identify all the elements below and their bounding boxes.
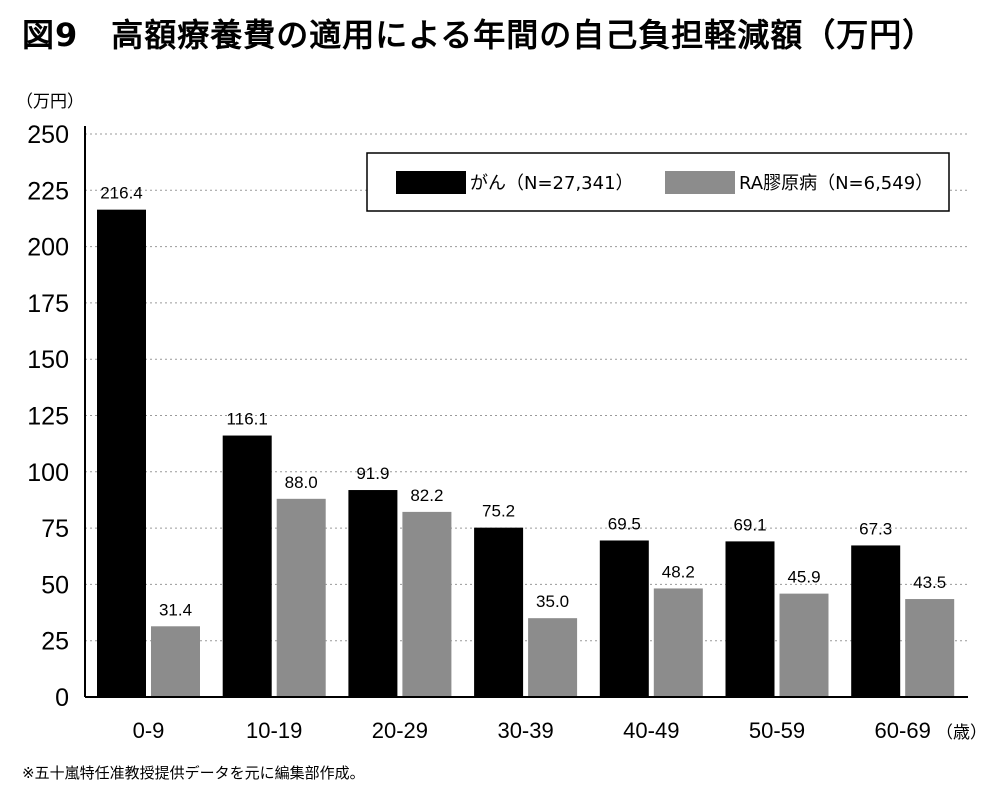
bars [97,209,955,697]
y-tick-label: 200 [27,234,69,262]
y-tick-labels: 0 25 50 75 100 125 150 175 200 225 250 [27,121,69,712]
bar-ra-60-69 [905,599,955,697]
value-label: 48.2 [662,562,695,581]
x-tick-label: 10-19 [246,718,302,743]
chart-title: 図9 高額療養費の適用による年間の自己負担軽減額（万円） [22,16,936,54]
value-label: 67.3 [859,519,892,538]
y-tick-label: 50 [41,571,69,599]
x-axis-unit-label: （歳） [936,723,987,743]
x-tick-label: 0-9 [133,718,165,743]
value-label: 35.0 [536,592,569,611]
x-tick-label: 40-49 [623,718,679,743]
value-label: 116.1 [227,410,268,429]
value-label: 69.1 [733,515,766,534]
axes [84,126,968,698]
bar-cancer-10-19 [222,435,272,697]
bar-ra-30-39 [528,618,578,697]
value-label: 216.4 [100,184,143,203]
bar-ra-0-9 [151,626,200,697]
y-tick-label: 25 [41,628,69,656]
bar-chart: 216.4 31.4 116.1 88.0 91.9 82.2 75.2 35.0 69.5 48… [16,92,987,743]
bar-cancer-0-9 [97,209,146,697]
y-tick-label: 225 [27,177,69,205]
legend-swatch-ra [665,171,735,194]
value-label: 69.5 [608,514,641,533]
value-label: 91.9 [356,464,389,483]
y-tick-label: 0 [55,684,69,712]
legend-swatch-cancer [396,171,466,194]
y-tick-label: 175 [27,290,69,318]
value-label: 75.2 [482,502,515,521]
footnote: ※五十嵐特任准教授提供データを元に編集部作成。 [22,764,365,782]
bar-ra-20-29 [402,511,452,697]
value-label: 43.5 [913,573,946,592]
bar-cancer-40-49 [599,540,649,697]
value-label: 88.0 [285,473,318,492]
legend-label-ra: RA膠原病（N=6,549） [739,173,933,194]
bar-ra-40-49 [653,588,703,697]
y-tick-label: 150 [27,346,69,374]
x-tick-labels: 0-9 10-19 20-29 30-39 40-49 50-59 60-69 [133,718,931,743]
value-label: 31.4 [159,600,192,619]
x-tick-label: 60-69 [875,718,931,743]
y-tick-label: 250 [27,121,69,149]
x-tick-label: 50-59 [749,718,805,743]
value-label: 82.2 [410,486,443,505]
x-tick-label: 20-29 [372,718,428,743]
bar-cancer-20-29 [348,490,398,697]
value-label: 45.9 [787,568,820,587]
bar-ra-50-59 [779,593,829,697]
bar-cancer-60-69 [851,545,901,697]
y-tick-label: 100 [27,459,69,487]
y-tick-label: 75 [41,515,69,543]
legend: がん（N=27,341） RA膠原病（N=6,549） [366,152,950,212]
value-labels: 216.4 31.4 116.1 88.0 91.9 82.2 75.2 35.0 69.5 48… [100,184,946,620]
bar-cancer-30-39 [474,527,524,697]
x-tick-label: 30-39 [497,718,553,743]
bar-ra-10-19 [276,498,326,697]
bar-cancer-50-59 [725,541,775,697]
y-axis-unit-label: （万円） [16,92,84,112]
y-tick-label: 125 [27,403,69,431]
legend-label-cancer: がん（N=27,341） [470,173,634,194]
